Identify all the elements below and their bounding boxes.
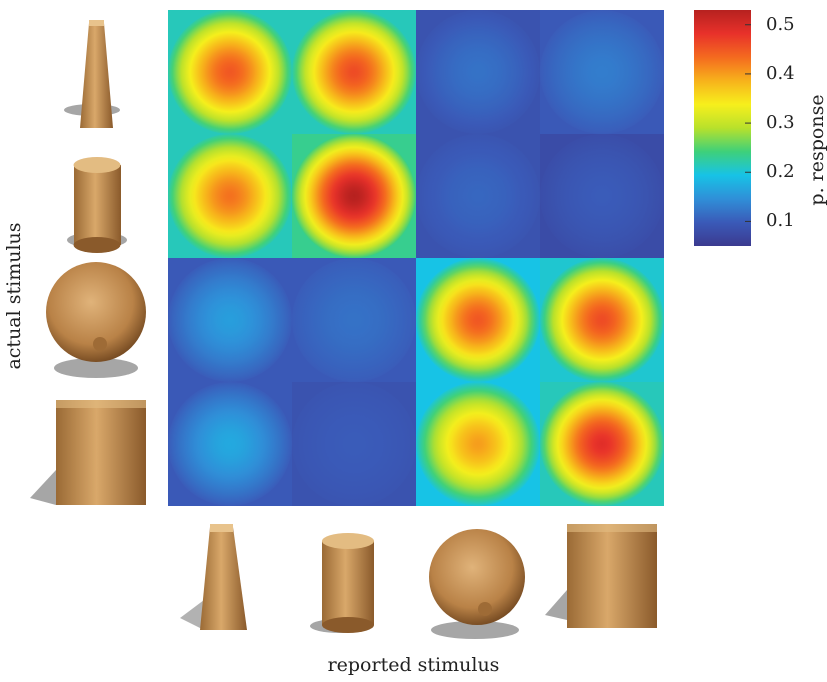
colorbar-tick-label: 0.5 bbox=[766, 13, 795, 35]
row-picture-sphere bbox=[46, 262, 146, 378]
colorbar-tick-label: 0.1 bbox=[766, 210, 795, 232]
heatmap-blob-cube-frustum bbox=[168, 382, 292, 506]
heatmap-cells bbox=[168, 10, 664, 506]
heatmap-blob-frustum-cylinder bbox=[292, 10, 416, 134]
heatmap-blob-frustum-cube bbox=[540, 10, 664, 134]
heatmap-blob-sphere-sphere bbox=[416, 258, 540, 382]
colorbar-ticks bbox=[745, 24, 751, 222]
heatmap-blob-frustum-sphere bbox=[416, 10, 540, 134]
heatmap-blob-cylinder-frustum bbox=[168, 134, 292, 258]
heatmap-blob-sphere-cylinder bbox=[292, 258, 416, 382]
colorbar-tick-label: 0.3 bbox=[766, 112, 795, 134]
col-picture-frustum bbox=[180, 524, 247, 630]
heatmap-blob-sphere-frustum bbox=[168, 258, 292, 382]
col-picture-sphere bbox=[429, 529, 525, 639]
col-picture-cylinder bbox=[310, 533, 374, 633]
row-picture-cube bbox=[30, 400, 146, 505]
row-picture-frustum bbox=[64, 20, 120, 128]
heatmap-blob-cylinder-cube bbox=[540, 134, 664, 258]
heatmap-blob-sphere-cube bbox=[540, 258, 664, 382]
heatmap-blob-cylinder-cylinder bbox=[292, 134, 416, 258]
colorbar-tick-label: 0.2 bbox=[766, 161, 795, 183]
heatmap-blob-cube-cylinder bbox=[292, 382, 416, 506]
colorbar bbox=[694, 10, 751, 246]
heatmap-blob-cube-sphere bbox=[416, 382, 540, 506]
heatmap-blob-cylinder-sphere bbox=[416, 134, 540, 258]
row-picture-cylinder bbox=[67, 157, 127, 253]
heatmap-blob-cube-cube bbox=[540, 382, 664, 506]
x-axis-label: reported stimulus bbox=[327, 654, 500, 676]
heatmap-blob-frustum-frustum bbox=[168, 10, 292, 134]
col-picture-cube bbox=[545, 524, 657, 628]
colorbar-tick-label: 0.4 bbox=[766, 62, 795, 84]
